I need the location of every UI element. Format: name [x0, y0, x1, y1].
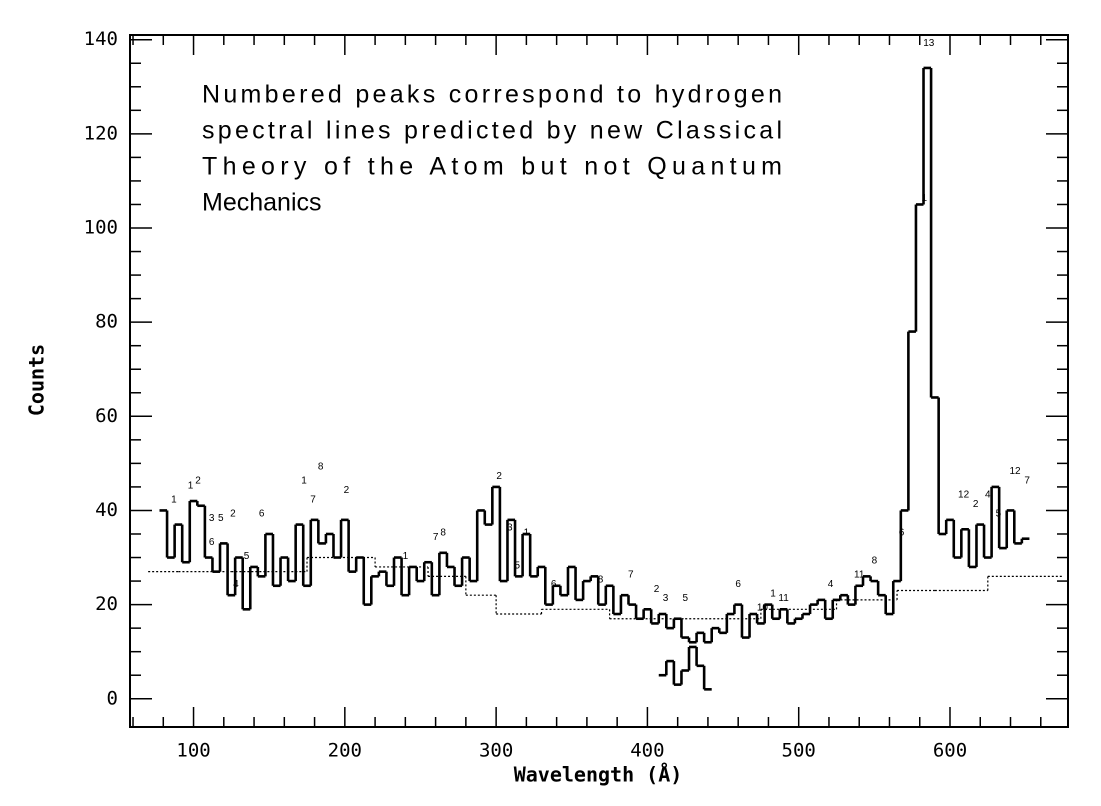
peak-label: 13 [923, 38, 935, 49]
peak-label: 1 [301, 476, 307, 487]
x-tick-label: 500 [782, 740, 816, 762]
peak-label: 10 [757, 603, 769, 614]
peak-label: 6 [899, 527, 905, 538]
note-line: Numbered peaks correspond to hydrogen [202, 81, 782, 109]
peak-label: 5 [244, 551, 250, 562]
note-line: Theory of the Atom but not Quantum [202, 153, 782, 181]
peak-label: 3 [663, 593, 669, 604]
peak-label: 7 [433, 532, 439, 543]
peak-label: 8 [318, 461, 324, 472]
peak-label: 12 [1009, 466, 1021, 477]
peak-label: 12 [958, 490, 970, 501]
x-tick-label: 600 [933, 740, 967, 762]
y-tick-label: 120 [84, 122, 118, 144]
peak-label: 8 [440, 527, 446, 538]
peak-label: 3 [507, 523, 513, 534]
peak-label: 1 [188, 480, 194, 491]
peak-label: 2 [230, 509, 236, 520]
note-line: Mechanics [202, 189, 322, 217]
peak-label: 5 [682, 593, 688, 604]
peak-label: 2 [654, 584, 660, 595]
peak-label: 2 [344, 485, 350, 496]
peak-label: 7 [628, 570, 634, 581]
y-tick-label: 140 [84, 28, 118, 50]
peak-label: 1 [171, 494, 177, 505]
y-tick-label: 100 [84, 217, 118, 239]
peak-label: 1 [770, 589, 776, 600]
note-line: spectral lines predicted by new Classica… [202, 117, 782, 145]
peak-label: 1 [921, 193, 927, 204]
x-tick-label: 200 [328, 740, 362, 762]
peak-label: 8 [598, 574, 604, 585]
peak-label: 4 [985, 490, 991, 501]
peak-label: 1 [524, 527, 530, 538]
peak-label: 4 [828, 579, 834, 590]
peak-label: 11 [854, 570, 865, 581]
x-axis-label: Wavelength (Å) [514, 763, 683, 787]
peak-label: 3 [209, 513, 215, 524]
peak-label: 11 [778, 593, 789, 604]
y-tick-label: 80 [95, 311, 118, 333]
peak-label: 6 [259, 509, 265, 520]
peak-label: 7 [1024, 476, 1030, 487]
peak-label: 5 [515, 560, 521, 571]
peak-label: 6 [735, 579, 741, 590]
y-tick-label: 20 [95, 593, 118, 615]
peak-label: 7 [310, 494, 316, 505]
peak-label: 8 [872, 556, 878, 567]
peak-label: 4 [233, 579, 239, 590]
peak-label: 2 [496, 471, 502, 482]
plot-frame [129, 34, 1069, 728]
peak-label: 5 [996, 509, 1002, 520]
x-tick-label: 100 [176, 740, 210, 762]
peak-label: 2 [973, 499, 979, 510]
peak-label: 6 [209, 537, 215, 548]
peak-label: 5 [218, 513, 224, 524]
peak-label: 1 [403, 551, 409, 562]
y-tick-label: 0 [107, 687, 118, 709]
y-tick-label: 40 [95, 499, 118, 521]
x-tick-label: 400 [630, 740, 664, 762]
peak-label: 2 [195, 476, 201, 487]
x-tick-label: 300 [479, 740, 513, 762]
y-axis-label: Counts [25, 344, 49, 416]
y-tick-label: 60 [95, 405, 118, 427]
peak-label: 6 [551, 579, 557, 590]
